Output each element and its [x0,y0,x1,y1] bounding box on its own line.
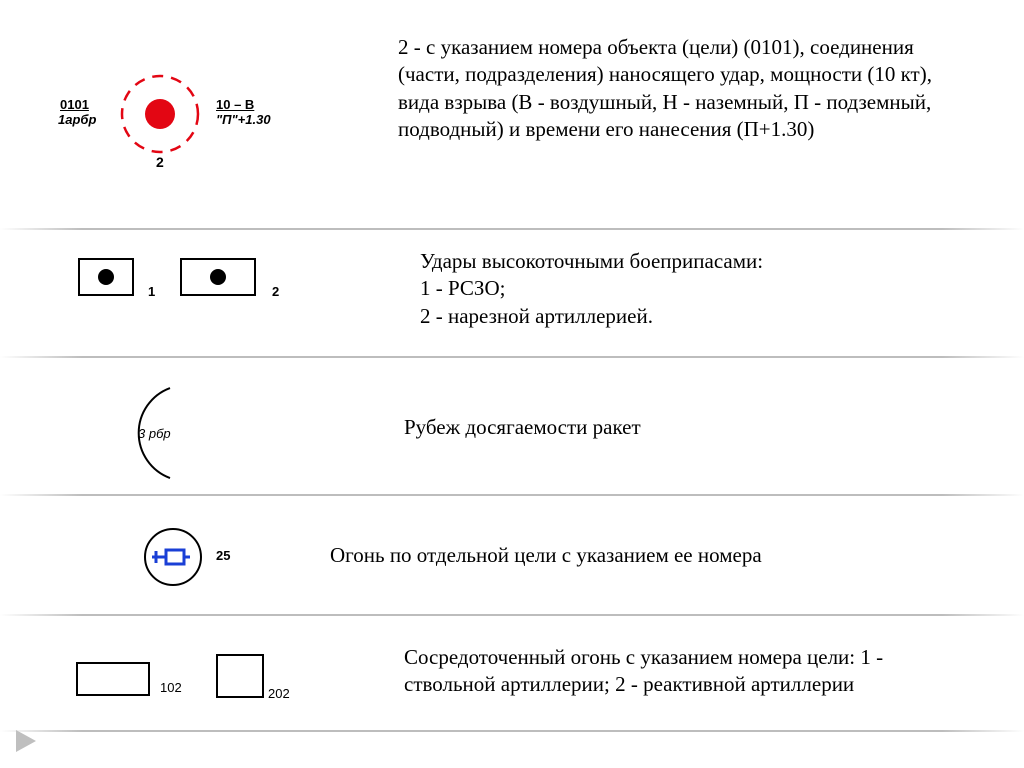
label-variant-2: 2 [156,154,164,170]
conc-fire-box-1-icon [76,662,152,698]
desc-single-target: Огонь по отдельной цели с указанием ее н… [330,542,930,569]
label-time: "П"+1.30 [216,112,271,127]
label-object-number: 0101 [60,97,89,112]
desc-rocket-range: Рубеж досягаемости ракет [404,414,924,441]
divider-5 [0,730,1024,732]
divider-3 [0,494,1024,496]
desc-concentrated-fire: Сосредоточенный огонь с указанием номера… [404,644,964,699]
label-target-number: 25 [216,548,230,563]
label-conc-1: 102 [160,680,182,695]
precision-box-2-icon [180,258,258,298]
desc-precision-strike: Удары высокоточными боеприпасами: 1 - РС… [420,248,940,330]
label-precision-1: 1 [148,284,155,299]
label-conc-2: 202 [268,686,290,701]
slide-nav-arrow-icon[interactable] [14,728,40,754]
single-target-icon [140,524,206,590]
row-precision-strike: 1 2 Удары высокоточными боеприпасами: 1 … [0,252,1024,342]
row-concentrated-fire: 102 202 Сосредоточенный огонь с указание… [0,640,1024,730]
divider-4 [0,614,1024,616]
row-nuclear-strike: 0101 1арбр 10 – В "П"+1.30 2 2 - с указа… [0,50,1024,220]
divider-2 [0,356,1024,358]
divider-1 [0,228,1024,230]
row-rocket-range: 3 рбр Рубеж досягаемости ракет [0,376,1024,486]
label-range-unit: 3 рбр [138,426,171,441]
label-precision-2: 2 [272,284,279,299]
row-single-target: 25 Огонь по отдельной цели с указанием е… [0,518,1024,608]
label-unit: 1арбр [58,112,96,127]
conc-fire-box-2-icon [216,654,266,700]
label-power-type: 10 – В [216,97,254,112]
desc-nuclear-strike: 2 - с указанием номера объекта (цели) (0… [398,34,958,143]
precision-box-1-icon [78,258,136,298]
